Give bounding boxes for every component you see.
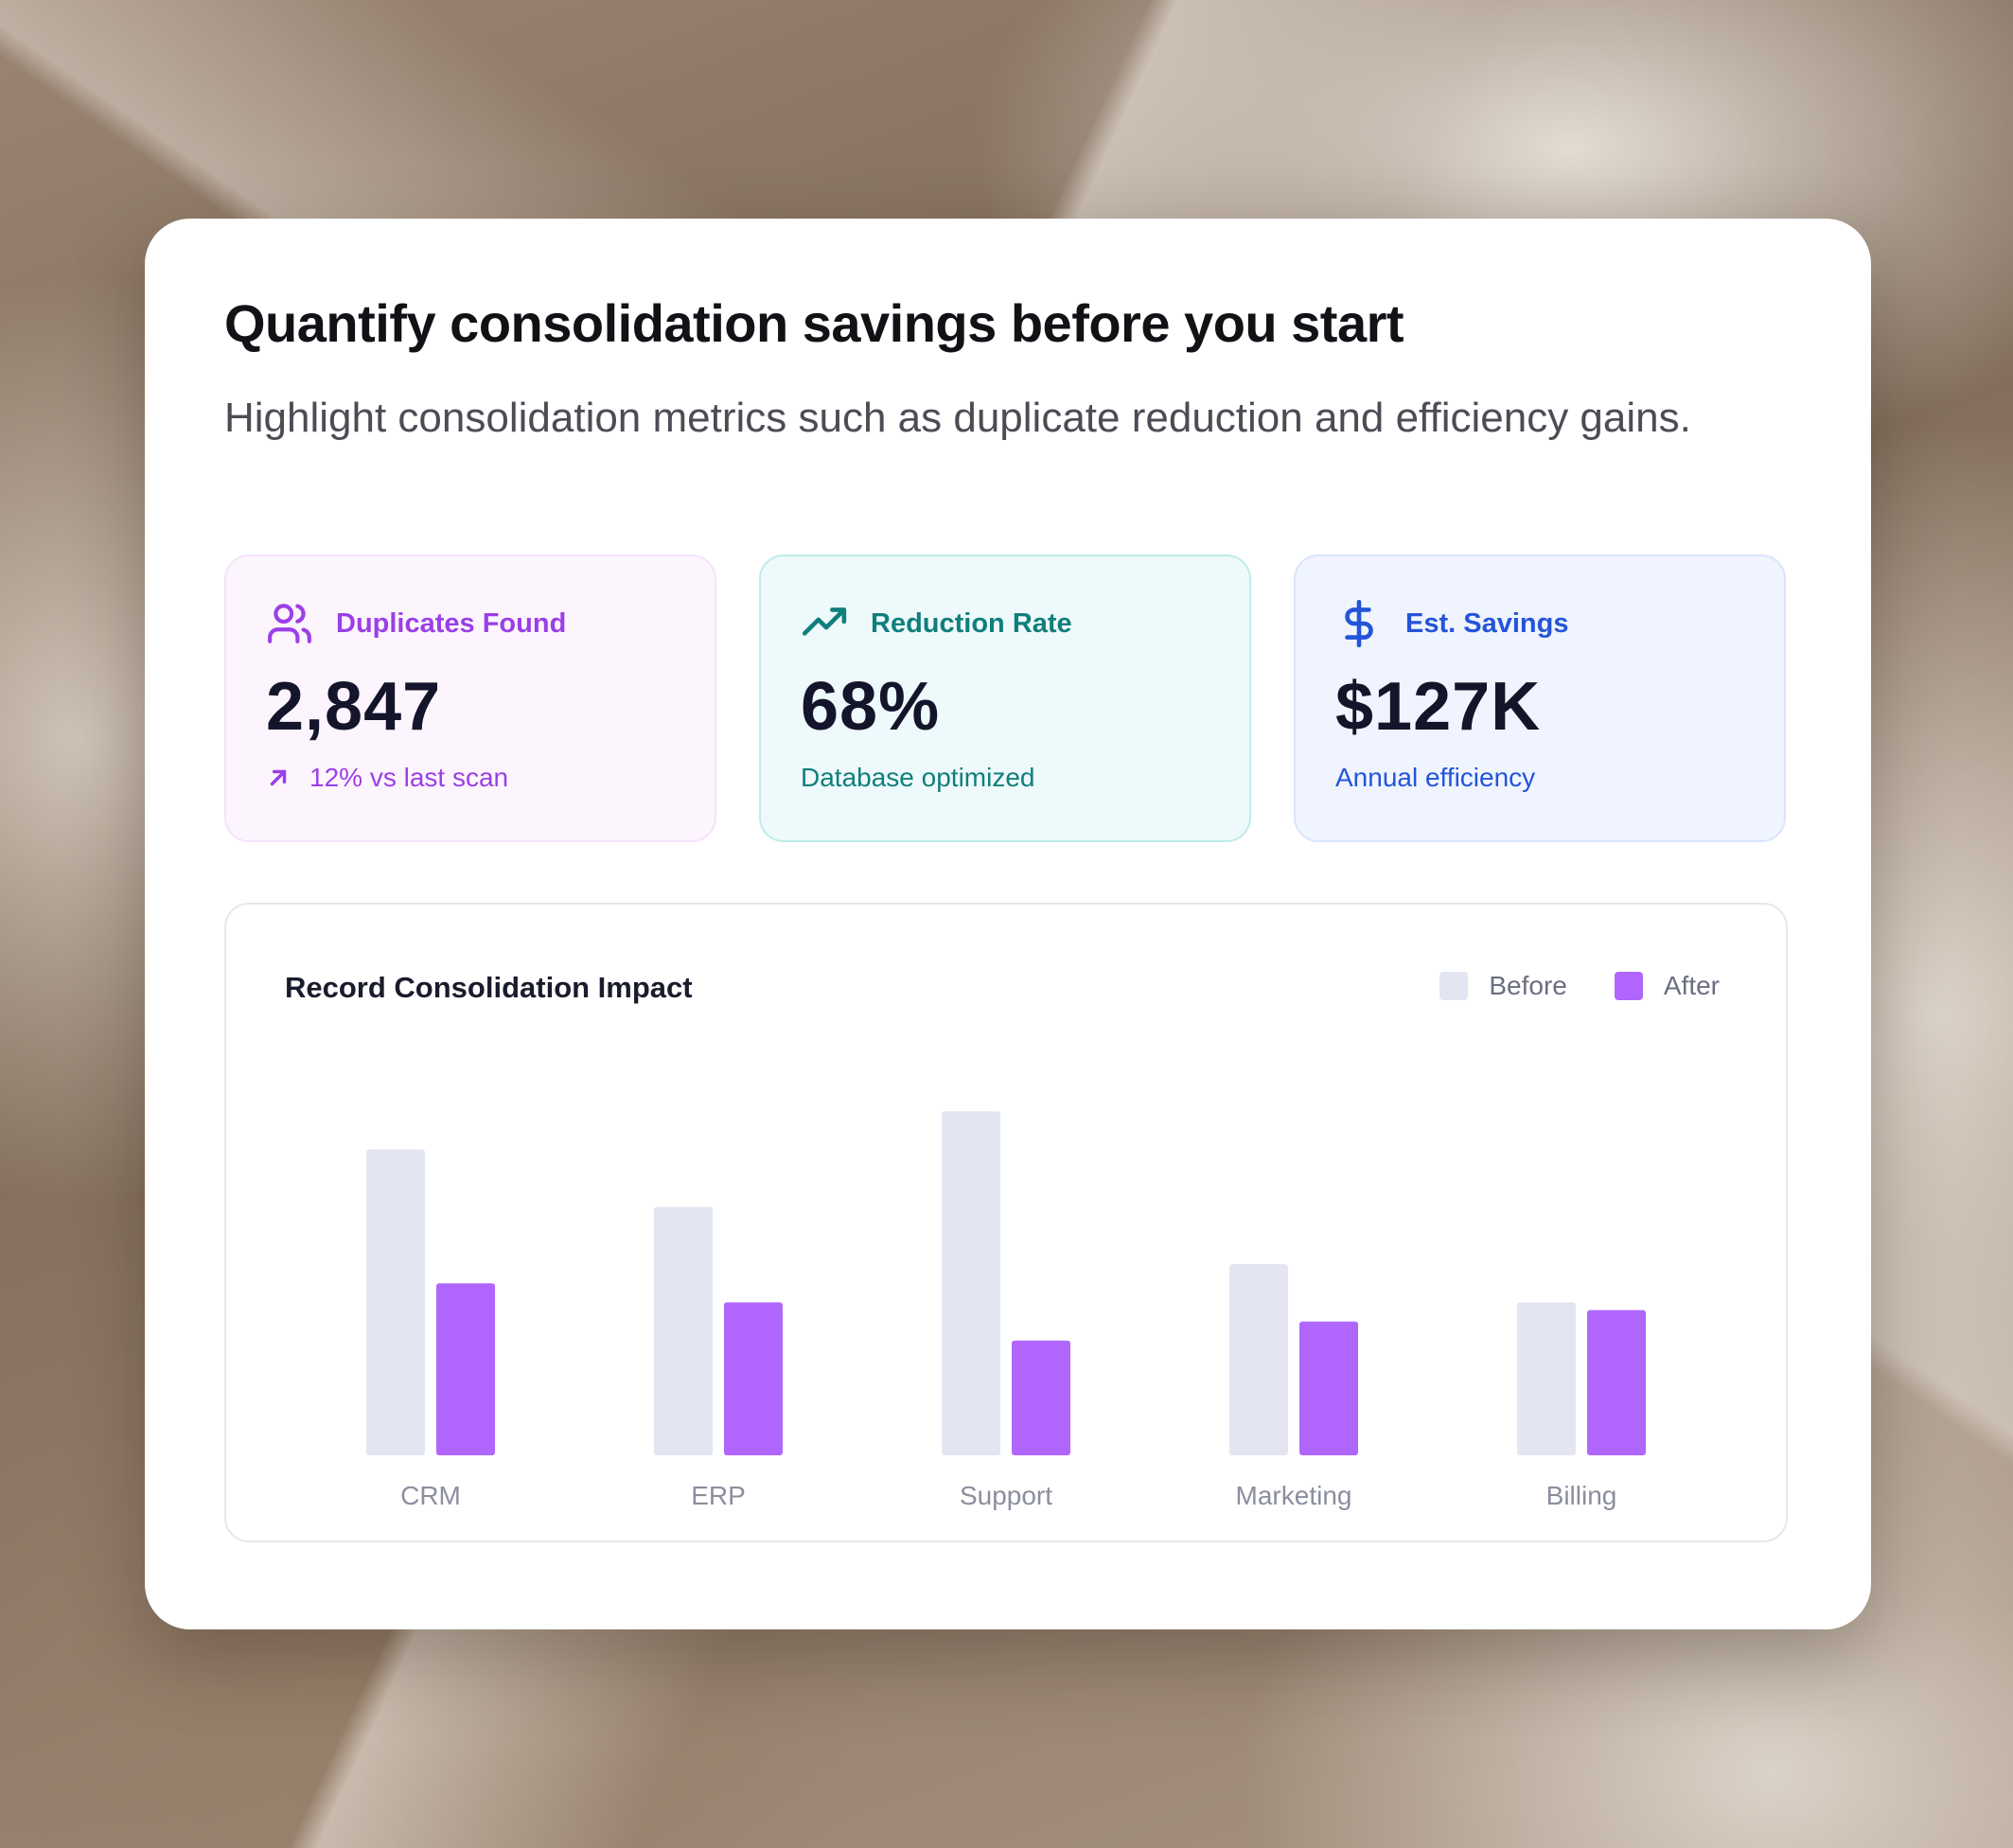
chart-title: Record Consolidation Impact — [285, 971, 693, 1004]
metric-label: Duplicates Found — [336, 607, 567, 639]
arrow-up-right-icon — [270, 769, 287, 786]
legend-label-after: After — [1663, 971, 1720, 1000]
bar-before-crm — [366, 1149, 425, 1455]
bar-before-support — [942, 1111, 1000, 1455]
metric-value: 2,847 — [266, 669, 442, 745]
legend-item-after: After — [1614, 971, 1720, 1001]
chart-legend: Before After — [1392, 971, 1720, 1001]
bar-before-marketing — [1229, 1264, 1288, 1455]
metric-card-reduction: Reduction Rate 68% Database optimized — [759, 554, 1251, 842]
bar-before-erp — [654, 1206, 713, 1455]
chart-card: Record Consolidation Impact Before After… — [224, 903, 1788, 1542]
bar-after-billing — [1587, 1310, 1646, 1455]
bar-chart: CRM ERP Support Marketing Billing — [366, 1111, 1646, 1510]
metric-footnote-text: Database optimized — [801, 763, 1035, 792]
bar-after-marketing — [1299, 1321, 1358, 1455]
legend-item-before: Before — [1439, 971, 1567, 1001]
metric-footnote-text: 12% vs last scan — [309, 763, 509, 792]
trending-up-icon — [802, 607, 847, 636]
metric-value: $127K — [1335, 669, 1542, 745]
bar-after-crm — [436, 1283, 495, 1455]
metric-footnote: Database optimized — [801, 763, 1034, 793]
bar-after-erp — [724, 1302, 783, 1455]
metric-header: Reduction Rate — [801, 600, 1072, 647]
metric-header: Duplicates Found — [266, 600, 566, 647]
page-title: Quantify consolidation savings before yo… — [224, 293, 1404, 353]
metric-label: Reduction Rate — [871, 607, 1072, 639]
dashboard-card: Quantify consolidation savings before yo… — [145, 219, 1871, 1629]
x-tick-label: Billing — [1546, 1481, 1617, 1510]
x-tick-label: Marketing — [1236, 1481, 1352, 1510]
legend-swatch-after — [1614, 972, 1643, 1000]
metric-card-savings: Est. Savings $127K Annual efficiency — [1294, 554, 1786, 842]
x-tick-label: CRM — [400, 1481, 461, 1510]
metric-value: 68% — [801, 669, 941, 745]
metric-label: Est. Savings — [1405, 607, 1569, 639]
page-subtitle: Highlight consolidation metrics such as … — [224, 395, 1691, 441]
dollar-icon — [1345, 600, 1373, 647]
x-tick-label: ERP — [691, 1481, 746, 1510]
x-tick-label: Support — [960, 1481, 1052, 1510]
bar-before-billing — [1517, 1302, 1576, 1455]
legend-label-before: Before — [1489, 971, 1567, 1000]
metric-footnote: Annual efficiency — [1335, 763, 1535, 793]
metric-card-duplicates: Duplicates Found 2,847 12% vs last scan — [224, 554, 716, 842]
metric-header: Est. Savings — [1335, 600, 1568, 647]
legend-swatch-before — [1439, 972, 1469, 1000]
users-icon — [268, 604, 311, 643]
metric-footnote-text: Annual efficiency — [1335, 763, 1536, 792]
bar-after-support — [1012, 1340, 1070, 1455]
metric-footnote: 12% vs last scan — [266, 763, 508, 793]
